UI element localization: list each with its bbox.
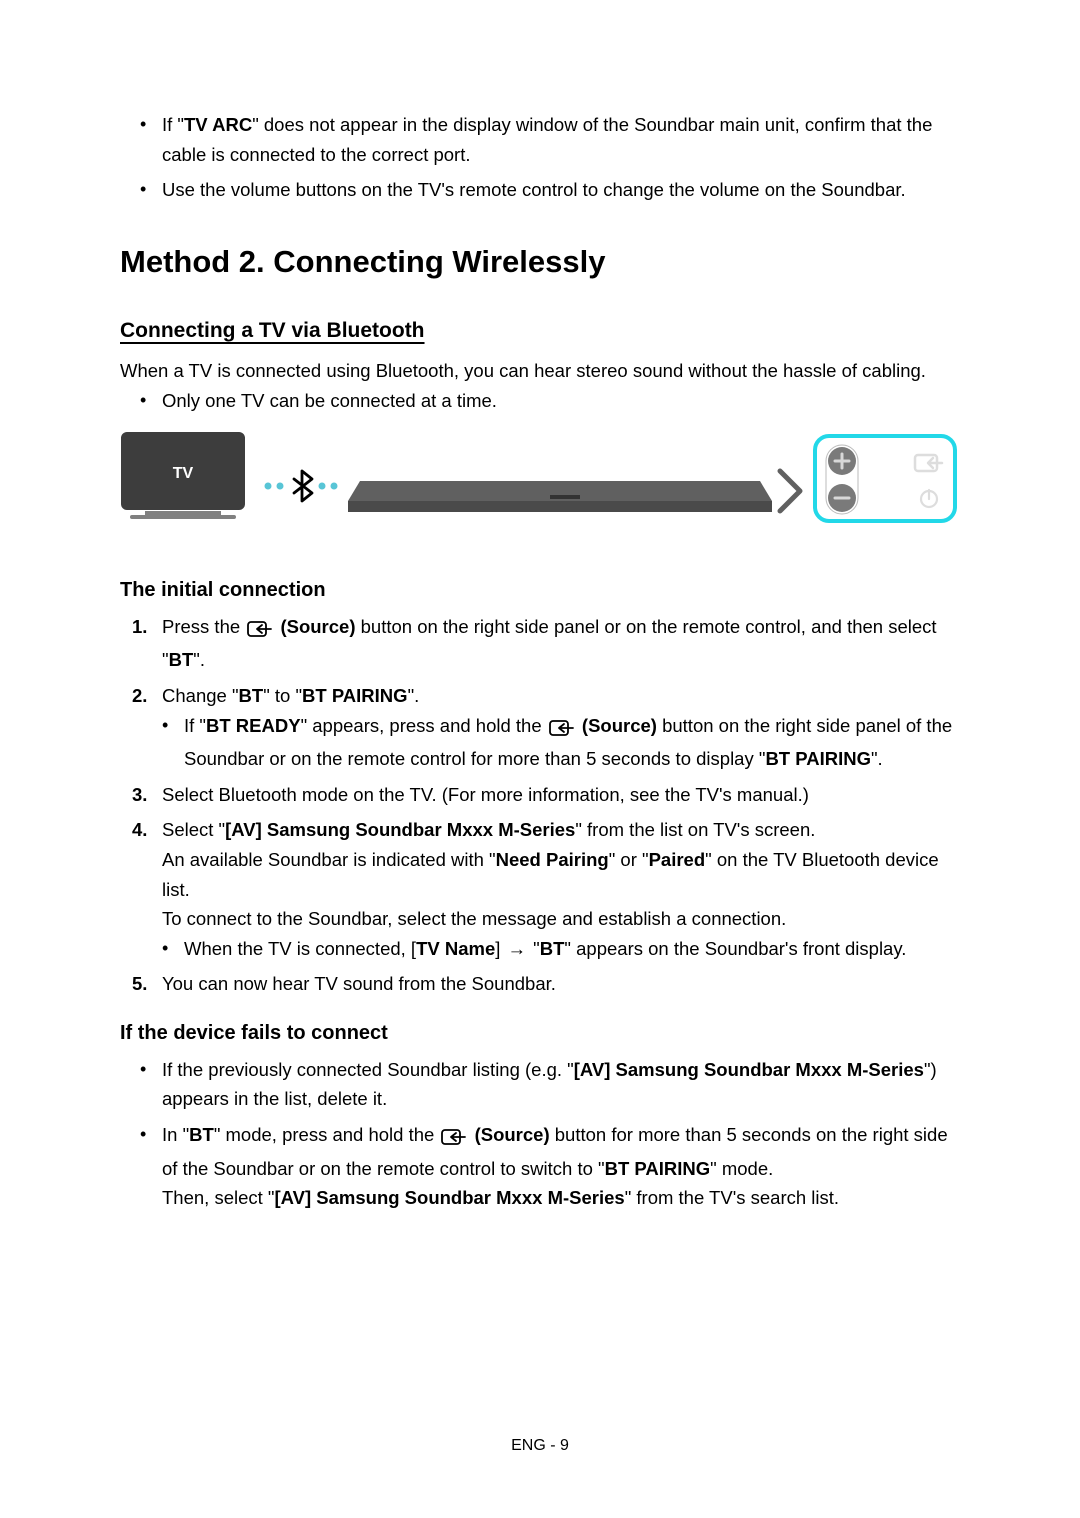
bt-intro: When a TV is connected using Bluetooth, … (120, 356, 960, 386)
text: " from the TV's search list. (625, 1187, 839, 1208)
text: ". (408, 685, 420, 706)
text: " mode. (710, 1158, 773, 1179)
step-item: Select Bluetooth mode on the TV. (For mo… (162, 780, 960, 810)
text: Change " (162, 685, 239, 706)
fail-heading: If the device fails to connect (120, 1017, 960, 1049)
fail-list: If the previously connected Soundbar lis… (120, 1055, 960, 1213)
bt-heading: Connecting a TV via Bluetooth (120, 314, 960, 348)
initial-connection-heading: The initial connection (120, 574, 960, 606)
text: " appears on the Soundbar's front displa… (564, 938, 906, 959)
text: " or " (609, 849, 649, 870)
steps-list: Press the (Source) button on the right s… (120, 612, 960, 999)
list-item: If "TV ARC" does not appear in the displ… (162, 110, 960, 169)
text-bold: BT PAIRING (765, 748, 871, 769)
top-notes-list: If "TV ARC" does not appear in the displ… (120, 110, 960, 205)
text: ". (193, 649, 205, 670)
text: Select " (162, 819, 225, 840)
source-label: (Source) (475, 1124, 550, 1145)
sub-list: When the TV is connected, [TV Name] → "B… (162, 934, 960, 964)
diagram-svg: TV (120, 431, 960, 541)
text: Select Bluetooth mode on the TV. (For mo… (162, 784, 809, 805)
text: If " (184, 715, 206, 736)
text-bold: BT (540, 938, 565, 959)
text: Then, select " (162, 1187, 274, 1208)
volume-down-button (828, 484, 856, 512)
source-icon (441, 1124, 467, 1154)
text-bold: BT (239, 685, 264, 706)
text-bold: [AV] Samsung Soundbar Mxxx M-Series (274, 1187, 624, 1208)
text: An available Soundbar is indicated with … (162, 849, 496, 870)
text-post: " does not appear in the display window … (162, 114, 932, 165)
text: You can now hear TV sound from the Sound… (162, 973, 556, 994)
text-bold: BT (189, 1124, 214, 1145)
list-item: In "BT" mode, press and hold the (Source… (162, 1120, 960, 1213)
text: Only one TV can be connected at a time. (162, 390, 497, 411)
text: " from the list on TV's screen. (575, 819, 815, 840)
text: button on the right side panel or on the… (162, 616, 937, 671)
text-bold: TV ARC (184, 114, 252, 135)
method-heading: Method 2. Connecting Wirelessly (120, 237, 960, 287)
list-item: If "BT READY" appears, press and hold th… (184, 711, 960, 774)
caret-icon (780, 471, 800, 511)
list-item: If the previously connected Soundbar lis… (162, 1055, 960, 1114)
text-bold: TV Name (416, 938, 495, 959)
text: ] (495, 938, 505, 959)
list-item: When the TV is connected, [TV Name] → "B… (184, 934, 960, 964)
text: In " (162, 1124, 189, 1145)
source-label: (Source) (582, 715, 657, 736)
text: Use the volume buttons on the TV's remot… (162, 179, 906, 200)
source-icon (247, 616, 273, 646)
step-item: You can now hear TV sound from the Sound… (162, 969, 960, 999)
dot (265, 483, 272, 490)
text-bold: BT PAIRING (302, 685, 408, 706)
text-bold: Need Pairing (496, 849, 609, 870)
text-bold: BT READY (206, 715, 301, 736)
dot (331, 483, 338, 490)
step-item: Select "[AV] Samsung Soundbar Mxxx M-Ser… (162, 815, 960, 963)
arrow-icon: → (508, 934, 527, 964)
text-bold: BT (169, 649, 194, 670)
text: To connect to the Soundbar, select the m… (162, 908, 786, 929)
bluetooth-icon (294, 471, 312, 501)
step-item: Press the (Source) button on the right s… (162, 612, 960, 675)
text-pre: If " (162, 114, 184, 135)
tv-stand-neck (145, 511, 221, 515)
text: Press the (162, 616, 245, 637)
soundbar-front (348, 501, 772, 512)
text: " mode, press and hold the (214, 1124, 440, 1145)
text: " (528, 938, 540, 959)
bt-intro-list: Only one TV can be connected at a time. (120, 386, 960, 416)
tv-label: TV (173, 465, 194, 482)
text-bold: Paired (649, 849, 706, 870)
text: If the previously connected Soundbar lis… (162, 1059, 574, 1080)
text: " appears, press and hold the (301, 715, 547, 736)
volume-up-button (828, 447, 856, 475)
list-item: Use the volume buttons on the TV's remot… (162, 175, 960, 205)
page-footer: ENG - 9 (120, 1433, 960, 1459)
dot (319, 483, 326, 490)
list-item: Only one TV can be connected at a time. (162, 386, 960, 416)
soundbar-indicator (550, 495, 580, 499)
sub-list: If "BT READY" appears, press and hold th… (162, 711, 960, 774)
source-label: (Source) (280, 616, 355, 637)
tv-stand-base (130, 515, 236, 519)
source-icon (549, 715, 575, 745)
text: When the TV is connected, [ (184, 938, 416, 959)
text-bold: [AV] Samsung Soundbar Mxxx M-Series (225, 819, 575, 840)
text: ". (871, 748, 883, 769)
text-bold: BT PAIRING (605, 1158, 711, 1179)
dot (277, 483, 284, 490)
text: " to " (263, 685, 302, 706)
text-bold: [AV] Samsung Soundbar Mxxx M-Series (574, 1059, 924, 1080)
step-item: Change "BT" to "BT PAIRING". If "BT READ… (162, 681, 960, 774)
connection-diagram: TV (120, 431, 960, 550)
